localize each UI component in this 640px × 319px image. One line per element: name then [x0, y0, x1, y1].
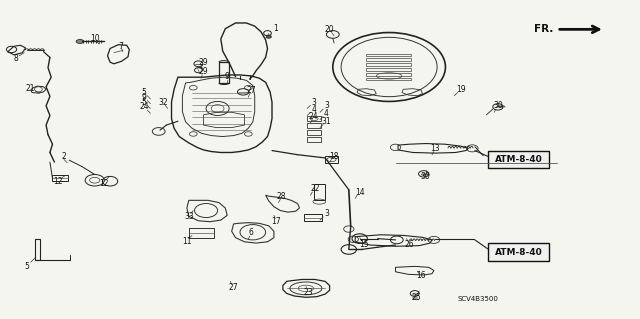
Text: 11: 11 [182, 237, 191, 246]
Text: 33: 33 [184, 212, 194, 221]
Text: 19: 19 [456, 85, 466, 94]
Text: 20: 20 [324, 25, 335, 34]
Text: 3: 3 [324, 101, 329, 110]
Text: 28: 28 [277, 192, 286, 201]
Text: 12: 12 [53, 177, 62, 186]
Text: 27: 27 [246, 86, 256, 95]
Text: 7: 7 [118, 42, 123, 51]
Text: 9: 9 [225, 72, 230, 81]
Text: 8: 8 [13, 54, 19, 63]
Text: 18: 18 [330, 152, 339, 161]
Bar [307, 137, 321, 142]
Text: ATM-8-40: ATM-8-40 [495, 155, 542, 164]
Text: 29: 29 [198, 58, 209, 67]
Bar [307, 130, 321, 135]
Text: 30: 30 [493, 101, 503, 110]
Bar [35, 239, 40, 260]
Bar [314, 184, 325, 200]
Bar [488, 151, 549, 168]
Text: FR.: FR. [534, 24, 554, 34]
Text: 31: 31 [321, 117, 332, 126]
Text: 16: 16 [416, 271, 426, 280]
Text: 10: 10 [90, 34, 100, 43]
Bar [189, 228, 214, 238]
Text: 1: 1 [273, 24, 278, 33]
Bar [366, 68, 411, 71]
Text: ATM-8-40: ATM-8-40 [495, 248, 542, 256]
Text: 6: 6 [248, 228, 253, 237]
Text: 5: 5 [141, 98, 147, 107]
Text: 17: 17 [271, 217, 282, 226]
Text: 29: 29 [198, 67, 209, 76]
Text: 27: 27 [228, 283, 239, 292]
Ellipse shape [76, 40, 84, 43]
Text: 3: 3 [324, 209, 329, 218]
Bar [304, 214, 322, 221]
Text: 13: 13 [430, 144, 440, 153]
Text: 3: 3 [311, 98, 316, 107]
Bar [325, 156, 338, 163]
Text: 21: 21 [26, 84, 35, 93]
Text: 24: 24 [308, 112, 319, 121]
Text: 12: 12 [99, 179, 108, 188]
Bar [366, 63, 411, 66]
Bar [307, 123, 321, 128]
Text: 30: 30 [420, 172, 431, 181]
Text: 14: 14 [355, 188, 365, 197]
Text: 5: 5 [141, 88, 147, 97]
Text: 22: 22 [310, 184, 319, 193]
Text: 26: 26 [404, 241, 415, 249]
Text: 23: 23 [303, 288, 314, 297]
Text: 32: 32 [158, 98, 168, 107]
Text: 25: 25 [411, 293, 421, 302]
Bar [366, 78, 411, 80]
Bar [488, 243, 549, 261]
Text: 4: 4 [324, 109, 329, 118]
Ellipse shape [266, 35, 271, 38]
Bar [219, 62, 229, 83]
Text: 15: 15 [358, 240, 369, 249]
Bar [52, 175, 68, 181]
Text: 24: 24 [139, 102, 149, 111]
Text: 5: 5 [24, 262, 29, 271]
Bar [366, 54, 411, 56]
Bar [366, 58, 411, 61]
Text: 2: 2 [61, 152, 67, 161]
Text: SCV4B3500: SCV4B3500 [458, 296, 499, 302]
Text: 9: 9 [141, 93, 147, 102]
Bar [307, 116, 321, 121]
Bar [366, 73, 411, 76]
Text: 4: 4 [311, 105, 316, 114]
